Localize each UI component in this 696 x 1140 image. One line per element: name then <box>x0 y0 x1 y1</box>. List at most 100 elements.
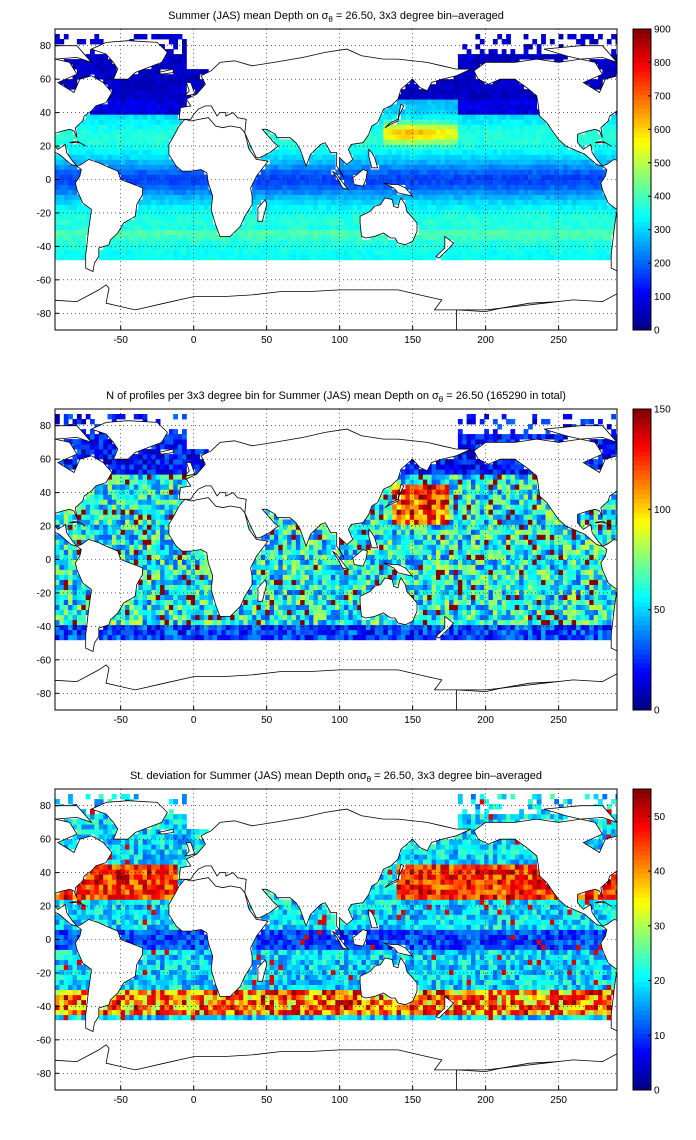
heatmap-cell <box>374 184 380 190</box>
heatmap-cell <box>379 239 384 246</box>
heatmap-cell <box>168 629 174 636</box>
heatmap-cell <box>173 244 178 251</box>
heatmap-cell <box>409 204 415 210</box>
heatmap-cell <box>203 174 209 180</box>
heatmap-cell <box>203 244 209 251</box>
heatmap-cell <box>409 629 415 636</box>
heatmap-cell <box>492 599 498 605</box>
heatmap-cell <box>453 574 459 580</box>
heatmap-cell <box>55 609 60 616</box>
heatmap-cell <box>234 619 240 626</box>
heatmap-cell <box>287 144 292 150</box>
heatmap-cell <box>471 74 476 80</box>
heatmap-cell <box>383 134 389 140</box>
heatmap-cell <box>414 149 419 155</box>
heatmap-cell <box>475 229 481 236</box>
heatmap-cell <box>133 619 139 626</box>
heatmap-cell <box>576 619 581 626</box>
heatmap-cell <box>230 629 235 636</box>
heatmap-cell <box>72 189 78 195</box>
heatmap-cell <box>291 139 297 145</box>
heatmap-cell <box>387 249 393 256</box>
heatmap-cell <box>528 109 533 115</box>
heatmap-cell <box>313 159 319 165</box>
heatmap-cell <box>545 179 551 185</box>
heatmap-cell <box>138 144 143 150</box>
heatmap-cell <box>589 599 595 605</box>
heatmap-cell <box>475 144 481 150</box>
heatmap-cell <box>387 169 393 175</box>
heatmap-cell <box>405 94 411 100</box>
heatmap-cell <box>291 234 297 241</box>
heatmap-cell <box>576 244 581 251</box>
heatmap-cell <box>436 179 441 185</box>
heatmap-cell <box>190 624 196 631</box>
heatmap-cell <box>357 604 362 610</box>
heatmap-cell <box>462 239 468 246</box>
heatmap-cell <box>186 244 192 251</box>
heatmap-cell <box>90 119 95 125</box>
heatmap-cell <box>396 244 402 251</box>
heatmap-cell <box>208 594 214 600</box>
heatmap-cell <box>593 244 599 251</box>
heatmap-cell <box>484 174 489 180</box>
heatmap-cell <box>142 234 148 241</box>
heatmap-cell <box>76 619 82 626</box>
heatmap-cell <box>63 84 69 90</box>
heatmap-cell <box>462 609 468 616</box>
heatmap-cell <box>147 234 152 241</box>
heatmap-cell <box>168 589 174 595</box>
heatmap-cell <box>431 224 437 231</box>
heatmap-cell <box>300 584 305 590</box>
heatmap-cell <box>330 184 336 190</box>
heatmap-cell <box>615 134 617 140</box>
heatmap-cell <box>453 249 459 256</box>
heatmap-cell <box>497 614 503 621</box>
heatmap-cell <box>155 204 161 210</box>
heatmap-cell <box>519 169 524 175</box>
heatmap-cell <box>352 199 358 205</box>
heatmap-cell <box>497 169 503 175</box>
heatmap-cell <box>449 174 454 180</box>
heatmap-cell <box>528 624 533 631</box>
heatmap-cell <box>252 224 257 231</box>
heatmap-cell <box>492 54 498 60</box>
heatmap-cell <box>142 589 148 595</box>
coastline <box>383 182 414 197</box>
heatmap-cell <box>287 254 292 261</box>
heatmap-cell <box>243 239 249 246</box>
heatmap-cell <box>173 94 178 100</box>
heatmap-cell <box>418 134 424 140</box>
heatmap-cell <box>322 239 327 246</box>
heatmap-cell <box>278 164 284 170</box>
heatmap-cell <box>365 619 371 626</box>
heatmap-cell <box>111 234 117 241</box>
heatmap-cell <box>125 104 130 110</box>
heatmap-cell <box>182 584 187 590</box>
heatmap-cell <box>160 134 165 140</box>
heatmap-cell <box>72 614 78 621</box>
heatmap-cell <box>55 174 60 180</box>
heatmap-cell <box>558 609 564 616</box>
heatmap-cell <box>396 119 402 125</box>
heatmap-cell <box>265 629 270 636</box>
heatmap-cell <box>418 239 424 246</box>
heatmap-cell <box>414 579 419 585</box>
heatmap-cell <box>168 599 174 605</box>
heatmap-cell <box>59 134 65 140</box>
heatmap-cell <box>510 624 516 631</box>
heatmap-cell <box>129 104 135 110</box>
heatmap-cell <box>212 624 218 631</box>
heatmap-cell <box>519 129 524 135</box>
heatmap-cell <box>519 134 524 140</box>
heatmap-cell <box>68 59 73 65</box>
heatmap-cell <box>177 634 183 641</box>
heatmap-cell <box>589 229 595 236</box>
heatmap-cell <box>182 209 187 215</box>
heatmap-cell <box>243 224 249 231</box>
heatmap-cell <box>453 174 459 180</box>
heatmap-cell <box>68 149 73 155</box>
heatmap-cell <box>129 164 135 170</box>
heatmap-cell <box>168 584 174 590</box>
heatmap-cell <box>344 189 349 195</box>
